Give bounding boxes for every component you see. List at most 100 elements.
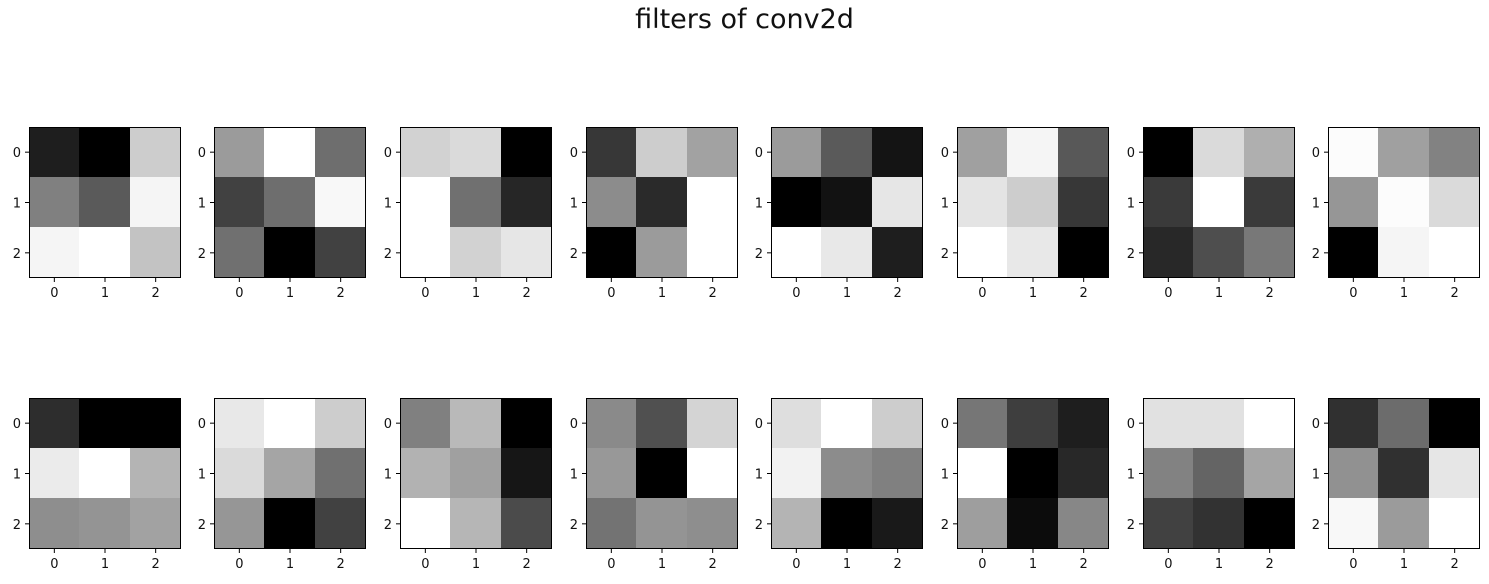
heatmap-cell bbox=[636, 398, 688, 449]
heatmap-cell bbox=[957, 227, 1008, 278]
heatmap-cell bbox=[450, 448, 502, 499]
y-tick-label: 2 bbox=[755, 518, 763, 533]
heatmap-cell bbox=[636, 227, 688, 278]
heatmap-cell bbox=[957, 448, 1008, 499]
y-tick-label: 0 bbox=[13, 417, 21, 432]
x-tick-label: 1 bbox=[1400, 557, 1408, 572]
heatmap-cell bbox=[687, 398, 738, 449]
heatmap-cell bbox=[130, 398, 181, 449]
axes-frame bbox=[1143, 127, 1295, 278]
axes-frame bbox=[1328, 127, 1480, 278]
y-tick-label: 1 bbox=[1312, 197, 1320, 212]
filter-heatmap: 0 0 1 1 2 2 bbox=[570, 127, 738, 301]
y-tick-label: 1 bbox=[1312, 468, 1320, 483]
heatmap-cell bbox=[771, 177, 822, 228]
heatmap-cell bbox=[79, 227, 131, 278]
heatmap-cell bbox=[586, 398, 637, 449]
heatmap-cell bbox=[636, 177, 688, 228]
heatmap-cell bbox=[1143, 498, 1194, 549]
heatmap-cell bbox=[1244, 127, 1295, 178]
filter-heatmap: 0 0 1 1 2 2 bbox=[384, 127, 552, 301]
x-tick-label: 2 bbox=[894, 557, 902, 572]
y-tick-label: 1 bbox=[384, 468, 392, 483]
x-tick-label: 0 bbox=[607, 557, 615, 572]
heatmap-cell bbox=[821, 448, 873, 499]
x-tick-label: 0 bbox=[50, 557, 58, 572]
heatmap-cell bbox=[1058, 127, 1109, 178]
heatmap-cell bbox=[821, 127, 873, 178]
filter-heatmap: 0 0 1 1 2 2 bbox=[570, 398, 738, 572]
y-tick-label: 2 bbox=[198, 518, 206, 533]
heatmap-cell bbox=[264, 448, 316, 499]
x-tick-label: 1 bbox=[286, 557, 294, 572]
axes-frame bbox=[771, 127, 923, 278]
heatmap-cell bbox=[79, 177, 131, 228]
y-tick-label: 0 bbox=[755, 146, 763, 161]
x-tick-label: 0 bbox=[607, 286, 615, 301]
heatmap-cell bbox=[771, 398, 822, 449]
x-tick-label: 0 bbox=[792, 557, 800, 572]
y-tick-label: 0 bbox=[198, 146, 206, 161]
heatmap-cell bbox=[315, 127, 366, 178]
x-tick-label: 2 bbox=[1080, 286, 1088, 301]
heatmap-cell bbox=[1007, 127, 1059, 178]
y-tick-label: 0 bbox=[941, 417, 949, 432]
y-tick-label: 1 bbox=[1127, 197, 1135, 212]
heatmap-cell bbox=[29, 177, 80, 228]
heatmap-cell bbox=[821, 177, 873, 228]
axes-frame bbox=[957, 127, 1109, 278]
heatmap-cell bbox=[1328, 448, 1379, 499]
chart-title: filters of conv2d bbox=[635, 4, 854, 35]
heatmap-cell bbox=[315, 448, 366, 499]
heatmap-cell bbox=[1378, 398, 1430, 449]
heatmap-cell bbox=[1328, 127, 1379, 178]
heatmap-cell bbox=[1007, 227, 1059, 278]
filter-heatmap: 0 0 1 1 2 2 bbox=[1127, 127, 1295, 301]
x-tick-label: 2 bbox=[1266, 557, 1274, 572]
heatmap-cell bbox=[687, 127, 738, 178]
x-tick-label: 2 bbox=[894, 286, 902, 301]
heatmap-cell bbox=[1007, 448, 1059, 499]
heatmap-cell bbox=[214, 398, 265, 449]
heatmap-cell bbox=[214, 448, 265, 499]
heatmap-cell bbox=[687, 177, 738, 228]
heatmap-cell bbox=[957, 127, 1008, 178]
x-tick-label: 2 bbox=[709, 557, 717, 572]
heatmap-cell bbox=[1143, 398, 1194, 449]
axes-frame bbox=[214, 398, 366, 549]
y-tick-label: 2 bbox=[1312, 518, 1320, 533]
y-tick-label: 1 bbox=[570, 468, 578, 483]
filter-heatmap: 0 0 1 1 2 2 bbox=[941, 127, 1109, 301]
y-tick-label: 2 bbox=[1312, 247, 1320, 262]
x-tick-label: 2 bbox=[337, 557, 345, 572]
y-tick-label: 1 bbox=[13, 468, 21, 483]
heatmap-cell bbox=[130, 177, 181, 228]
heatmap-cell bbox=[1429, 448, 1480, 499]
heatmap-cell bbox=[450, 177, 502, 228]
filter-heatmap: 0 0 1 1 2 2 bbox=[1312, 398, 1480, 572]
y-tick-label: 1 bbox=[384, 197, 392, 212]
x-tick-label: 1 bbox=[101, 286, 109, 301]
heatmap-cell bbox=[872, 227, 923, 278]
y-tick-label: 0 bbox=[1312, 146, 1320, 161]
heatmap-cell bbox=[1193, 398, 1245, 449]
x-tick-label: 0 bbox=[1164, 557, 1172, 572]
heatmap-cell bbox=[872, 127, 923, 178]
x-tick-label: 2 bbox=[1451, 286, 1459, 301]
heatmap-cell bbox=[872, 398, 923, 449]
heatmap-cell bbox=[1143, 227, 1194, 278]
heatmap-cell bbox=[501, 127, 552, 178]
heatmap-cell bbox=[636, 448, 688, 499]
heatmap-cell bbox=[130, 127, 181, 178]
x-tick-label: 1 bbox=[1400, 286, 1408, 301]
y-tick-label: 2 bbox=[1127, 247, 1135, 262]
filter-heatmap: 0 0 1 1 2 2 bbox=[1312, 127, 1480, 301]
filter-heatmap: 0 0 1 1 2 2 bbox=[941, 398, 1109, 572]
heatmap-cell bbox=[1193, 498, 1245, 549]
filter-heatmap: 0 0 1 1 2 2 bbox=[384, 398, 552, 572]
heatmap-cell bbox=[771, 498, 822, 549]
heatmap-cell bbox=[1429, 498, 1480, 549]
heatmap-cell bbox=[586, 498, 637, 549]
axes-frame bbox=[957, 398, 1109, 549]
x-tick-label: 0 bbox=[235, 286, 243, 301]
